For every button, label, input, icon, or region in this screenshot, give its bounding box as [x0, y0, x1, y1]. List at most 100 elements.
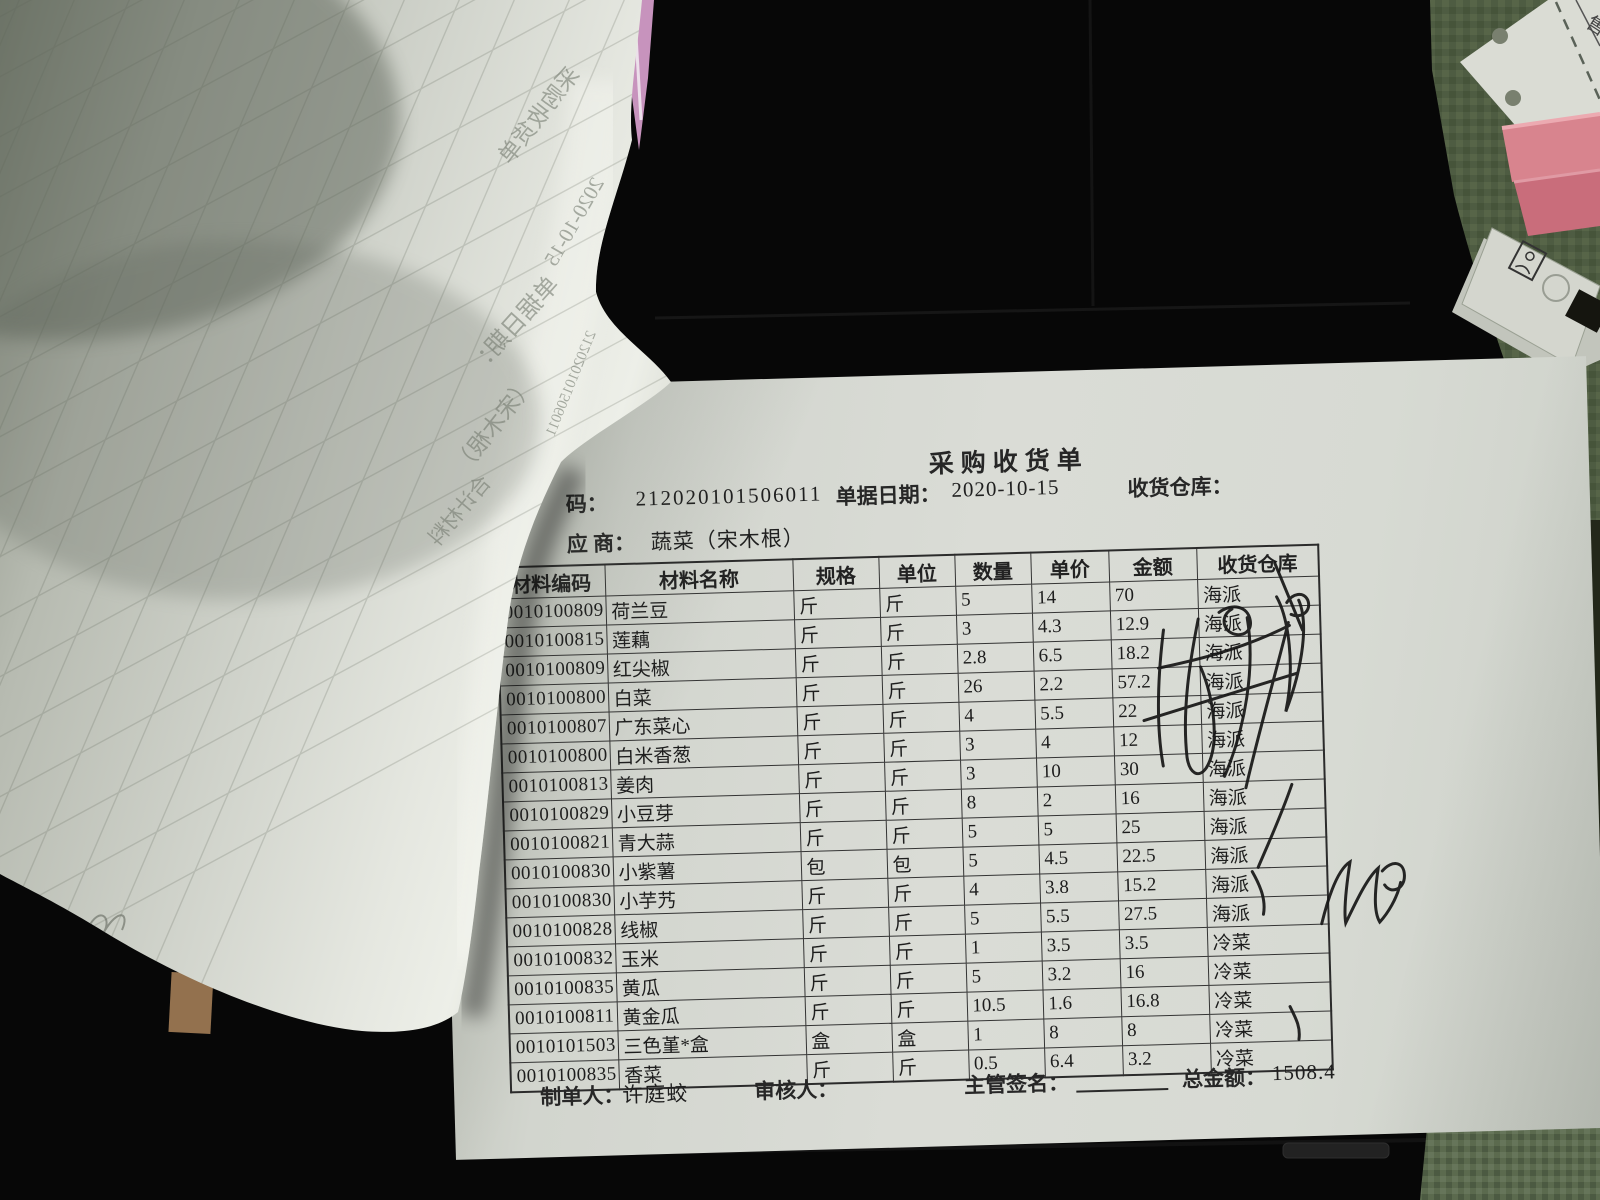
table-cell: 斤 — [882, 702, 960, 734]
table-cell: 0010100807 — [500, 711, 610, 745]
table-cell: 斤 — [801, 878, 889, 910]
table-cell: 冷菜 — [1209, 1010, 1332, 1044]
table-cell: 斤 — [798, 762, 885, 794]
table-cell: 3 — [959, 729, 1037, 761]
supplier-value: 蔬菜（宋木根） — [650, 525, 806, 555]
table-cell: 斤 — [885, 818, 963, 850]
table-cell: 1 — [964, 932, 1042, 964]
table-cell: 12 — [1113, 724, 1202, 756]
date-value: 2020-10-15 — [951, 474, 1060, 502]
card-figure-icon — [1507, 239, 1548, 282]
table-cell: 16.8 — [1120, 985, 1210, 1017]
table-cell: 冷菜 — [1208, 981, 1332, 1015]
items-table: 材料编码 材料名称 规格 单位 数量 单价 金额 收货仓库 0010100809 荷兰豆斤斤 5 1… — [495, 543, 1334, 1094]
table-cell: 27.5 — [1118, 898, 1207, 930]
table-cell: 3 — [960, 758, 1037, 790]
table-cell: 冷菜 — [1207, 952, 1331, 986]
table-cell: 海派 — [1204, 837, 1328, 870]
drawer-handle — [1282, 1142, 1390, 1159]
table-cell: 5 — [961, 816, 1039, 848]
table-cell: 斤 — [793, 588, 881, 620]
pink-box — [1501, 112, 1600, 236]
card-black-block — [1565, 289, 1600, 333]
table-cell: 16 — [1119, 956, 1209, 988]
desk-seam — [654, 301, 1411, 320]
table-cell: 0010100829 — [503, 798, 612, 831]
table-cell: 盒 — [891, 1021, 969, 1053]
table-cell: 8 — [1043, 1016, 1123, 1048]
table-cell: 冷菜 — [1206, 923, 1330, 957]
table-cell: 斤 — [796, 704, 884, 736]
table-cell: 斤 — [888, 905, 965, 937]
table-cell: 包 — [886, 847, 964, 879]
auditor-label: 审核人： — [753, 1077, 839, 1104]
table-cell: 海派 — [1203, 808, 1327, 841]
table-cell: 海派 — [1201, 750, 1325, 783]
cardboard-piece — [168, 971, 214, 1035]
table-cell: 5 — [964, 903, 1041, 935]
table-cell: 6.5 — [1032, 639, 1112, 672]
table-cell: 斤 — [884, 789, 962, 821]
table-cell: 斤 — [888, 934, 966, 966]
table-cell: 海派 — [1199, 663, 1323, 696]
table-cell: 8 — [960, 787, 1038, 819]
table-cell: 斤 — [881, 673, 959, 705]
column-header: 单位 — [878, 554, 956, 589]
table-cell: 海派 — [1202, 779, 1326, 812]
table-cell: 海派 — [1201, 721, 1324, 754]
maker-label: 制单人： — [539, 1083, 625, 1110]
table-cell: 14 — [1031, 581, 1110, 614]
table-cell: 0010100830 — [504, 856, 614, 889]
table-cell: 25 — [1115, 811, 1205, 843]
column-header: 单价 — [1030, 550, 1110, 585]
table-cell: 0010100809 — [497, 596, 607, 629]
table-cell: 4.5 — [1038, 842, 1118, 875]
table-cell: 4 — [958, 700, 1036, 732]
table-cell: 斤 — [883, 731, 961, 763]
table-cell: 斤 — [802, 907, 889, 939]
table-cell: 2.2 — [1033, 668, 1113, 701]
column-header: 数量 — [954, 552, 1032, 587]
maker-value: 许庭蛟 — [621, 1081, 689, 1108]
table-cell: 斤 — [804, 994, 892, 1026]
table-cell: 4 — [963, 874, 1041, 906]
table-cell: 5 — [965, 961, 1043, 993]
table-body: 0010100809 荷兰豆斤斤 5 14 70 海派 0010100815 莲藕斤斤 3 4.3… — [497, 576, 1333, 1093]
table-cell: 斤 — [880, 644, 958, 676]
code-value: 212020101506011 — [635, 481, 823, 511]
table-cell: 0010100815 — [498, 625, 607, 658]
table-cell: 海派 — [1197, 605, 1321, 638]
signature-line — [1075, 1068, 1169, 1093]
table-cell: 0010100809 — [498, 654, 608, 687]
table-cell: 10.5 — [966, 989, 1044, 1022]
table-cell: 57.2 — [1111, 666, 1201, 698]
table-cell: 16 — [1114, 782, 1204, 814]
table-cell: 0010100832 — [507, 943, 616, 976]
table-cell: 斤 — [797, 733, 885, 765]
table-cell: 2 — [1036, 784, 1116, 817]
column-header: 金额 — [1108, 548, 1198, 582]
table-cell: 2.8 — [956, 642, 1034, 674]
date-label: 单据日期： — [835, 482, 941, 510]
table-cell: 斤 — [794, 646, 882, 678]
table-cell: 斤 — [887, 876, 965, 908]
table-cell: 30 — [1113, 753, 1203, 785]
receipt-paper: 采购收货单 码： 212020101506011 单据日期： 2020-10-1… — [434, 356, 1600, 1160]
table-cell: 8 — [1121, 1014, 1211, 1046]
table-cell: 5 — [962, 845, 1040, 877]
table-cell: 斤 — [880, 615, 957, 647]
table-cell: 斤 — [890, 992, 968, 1024]
table-cell: 0010100800 — [499, 683, 609, 716]
white-card — [1452, 227, 1600, 376]
table-cell: 15.2 — [1117, 869, 1206, 901]
table-cell: 26 — [957, 671, 1035, 703]
table-cell: 12.9 — [1109, 608, 1199, 640]
table-cell: 0010100835 — [507, 972, 617, 1005]
table-cell: 0010100828 — [506, 914, 616, 947]
table-cell: 3.8 — [1039, 871, 1119, 904]
perforated-paper: 售 — [1460, 0, 1600, 150]
table-cell: 10 — [1036, 755, 1115, 788]
column-header: 收货仓库 — [1196, 544, 1320, 580]
table-cell: 1 — [967, 1018, 1045, 1051]
